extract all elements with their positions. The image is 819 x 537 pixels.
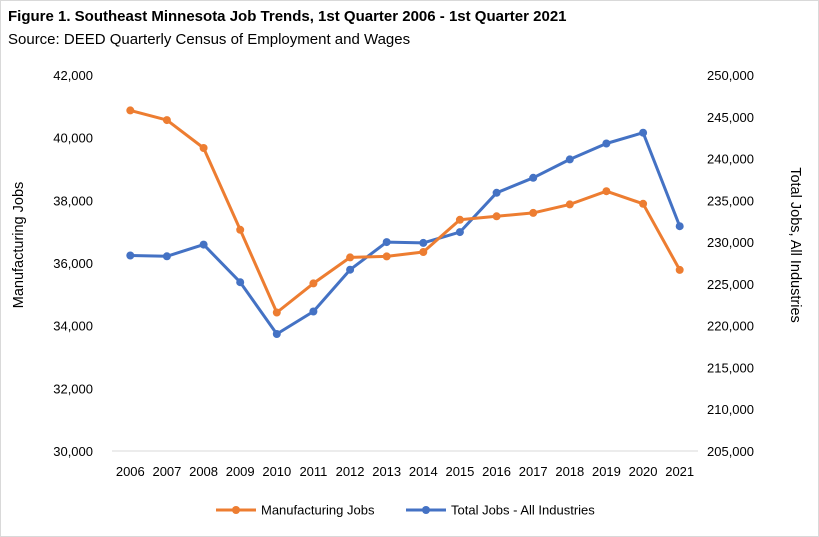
data-point-manufacturing[interactable] bbox=[162, 116, 171, 125]
data-point-total-jobs[interactable] bbox=[639, 128, 648, 137]
x-tick-label: 2017 bbox=[519, 464, 548, 479]
right-tick-label: 220,000 bbox=[707, 319, 754, 334]
data-point-total-jobs[interactable] bbox=[309, 307, 318, 316]
legend-item-total-jobs[interactable]: Total Jobs - All Industries bbox=[406, 503, 595, 518]
data-point-total-jobs[interactable] bbox=[382, 238, 391, 247]
x-tick-label: 2018 bbox=[555, 464, 584, 479]
left-tick-label: 34,000 bbox=[53, 319, 93, 334]
data-point-manufacturing[interactable] bbox=[126, 106, 135, 115]
data-point-manufacturing[interactable] bbox=[236, 225, 245, 234]
x-tick-label: 2015 bbox=[445, 464, 474, 479]
data-point-total-jobs[interactable] bbox=[236, 278, 245, 287]
series-layer bbox=[126, 106, 684, 338]
left-tick-label: 30,000 bbox=[53, 444, 93, 459]
data-point-total-jobs[interactable] bbox=[346, 265, 355, 274]
data-point-manufacturing[interactable] bbox=[346, 253, 355, 262]
x-tick-label: 2007 bbox=[152, 464, 181, 479]
right-tick-label: 210,000 bbox=[707, 402, 754, 417]
right-tick-label: 215,000 bbox=[707, 360, 754, 375]
right-axis-title: Total Jobs, All Industries bbox=[787, 167, 803, 323]
chart-title: Figure 1. Southeast Minnesota Job Trends… bbox=[8, 8, 567, 25]
data-point-total-jobs[interactable] bbox=[565, 155, 574, 164]
x-tick-label: 2012 bbox=[336, 464, 365, 479]
left-tick-label: 38,000 bbox=[53, 193, 93, 208]
data-point-total-jobs[interactable] bbox=[602, 139, 611, 148]
right-tick-label: 205,000 bbox=[707, 444, 754, 459]
right-tick-label: 235,000 bbox=[707, 193, 754, 208]
x-tick-label: 2019 bbox=[592, 464, 621, 479]
legend-marker-manufacturing bbox=[232, 506, 240, 514]
data-point-manufacturing[interactable] bbox=[639, 199, 648, 208]
left-tick-label: 32,000 bbox=[53, 381, 93, 396]
data-point-total-jobs[interactable] bbox=[126, 251, 135, 260]
data-point-total-jobs[interactable] bbox=[272, 330, 281, 338]
data-point-manufacturing[interactable] bbox=[382, 252, 391, 261]
x-tick-label: 2021 bbox=[665, 464, 694, 479]
left-tick-label: 36,000 bbox=[53, 256, 93, 271]
data-point-manufacturing[interactable] bbox=[602, 187, 611, 196]
x-tick-label: 2014 bbox=[409, 464, 438, 479]
data-point-manufacturing[interactable] bbox=[419, 248, 428, 256]
data-point-total-jobs[interactable] bbox=[492, 188, 501, 197]
x-tick-label: 2011 bbox=[299, 464, 327, 479]
left-axis: 30,000 32,000 34,000 36,000 38,000 40,000 42,0… bbox=[53, 68, 93, 459]
x-tick-label: 2009 bbox=[226, 464, 255, 479]
series-line-manufacturing bbox=[128, 108, 682, 314]
right-tick-label: 230,000 bbox=[707, 235, 754, 250]
data-point-total-jobs[interactable] bbox=[162, 252, 171, 261]
x-tick-label: 2013 bbox=[372, 464, 401, 479]
right-tick-label: 240,000 bbox=[707, 152, 754, 167]
data-point-manufacturing[interactable] bbox=[529, 208, 538, 217]
left-axis-title: Manufacturing Jobs bbox=[11, 182, 27, 309]
right-tick-label: 225,000 bbox=[707, 277, 754, 292]
right-tick-label: 250,000 bbox=[707, 68, 754, 83]
data-point-total-jobs[interactable] bbox=[675, 222, 684, 231]
legend: Manufacturing Jobs Total Jobs - All Indu… bbox=[216, 503, 595, 518]
x-tick-label: 2020 bbox=[629, 464, 658, 479]
x-tick-label: 2006 bbox=[116, 464, 145, 479]
x-axis: 2006 2007 2008 2009 2010 2011 2012 2013 2014 2015… bbox=[116, 464, 694, 479]
data-point-manufacturing[interactable] bbox=[272, 308, 281, 317]
left-tick-label: 42,000 bbox=[53, 68, 93, 83]
left-tick-label: 40,000 bbox=[53, 131, 93, 146]
x-tick-label: 2016 bbox=[482, 464, 511, 479]
data-point-manufacturing[interactable] bbox=[455, 215, 464, 224]
series-line-total-jobs bbox=[128, 131, 682, 336]
x-tick-label: 2010 bbox=[262, 464, 291, 479]
right-tick-label: 245,000 bbox=[707, 110, 754, 125]
data-point-total-jobs[interactable] bbox=[455, 228, 464, 237]
legend-item-manufacturing[interactable]: Manufacturing Jobs bbox=[216, 503, 375, 518]
legend-label-manufacturing: Manufacturing Jobs bbox=[261, 503, 375, 518]
data-point-total-jobs[interactable] bbox=[419, 238, 428, 247]
data-point-manufacturing[interactable] bbox=[309, 279, 318, 288]
data-point-manufacturing[interactable] bbox=[565, 200, 574, 209]
series-total-jobs bbox=[126, 128, 684, 338]
right-axis: 205,000 210,000 215,000 220,000 225,000 230,0… bbox=[707, 68, 754, 459]
data-point-manufacturing[interactable] bbox=[675, 265, 684, 274]
legend-label-total-jobs: Total Jobs - All Industries bbox=[451, 503, 595, 518]
series-manufacturing bbox=[126, 106, 684, 317]
chart-source: Source: DEED Quarterly Census of Employm… bbox=[8, 31, 411, 48]
x-tick-label: 2008 bbox=[189, 464, 218, 479]
data-point-manufacturing[interactable] bbox=[199, 144, 208, 152]
data-point-total-jobs[interactable] bbox=[199, 240, 208, 249]
data-point-total-jobs[interactable] bbox=[529, 173, 538, 182]
data-point-manufacturing[interactable] bbox=[492, 212, 501, 221]
legend-marker-total-jobs bbox=[422, 506, 430, 514]
